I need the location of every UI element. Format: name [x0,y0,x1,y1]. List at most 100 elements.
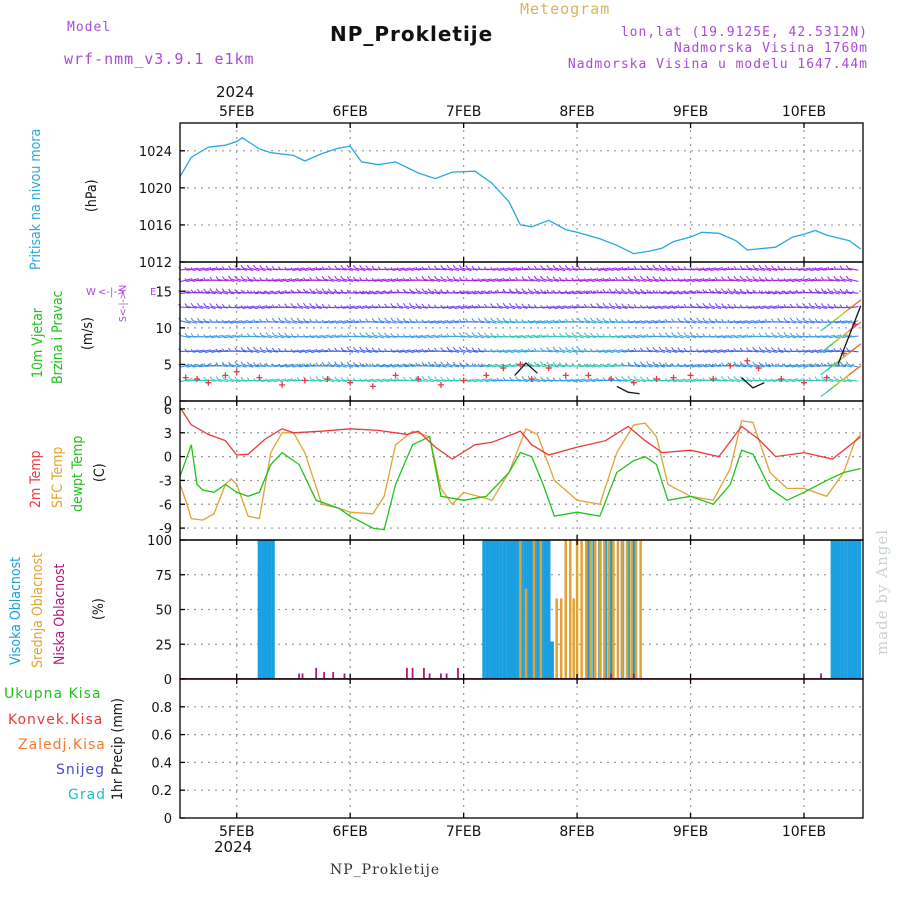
y-tick-label: 0.2 [151,784,172,799]
wind-barb [336,268,347,271]
wind-barb-flag [484,363,487,368]
high-cloud-bar [257,540,262,679]
bottom-year: 2024 [214,838,253,856]
wind-barb [436,350,447,353]
wind-barb-flag [702,317,706,322]
wind-barb [785,320,797,324]
wind-barb-flag [390,289,394,294]
wind-barb-flag [802,267,806,271]
wind-barb-flag [352,276,356,281]
wind-barb-flag [490,303,494,307]
wind-speed-mark [608,376,615,383]
wind-barb-flag [240,347,244,351]
wind-barb-flag [827,362,831,366]
wind-barb-flag [196,317,200,322]
wind-barb-flag [352,346,356,351]
wind-barb [193,364,204,368]
wind-barb [723,378,734,383]
wind-barb-flag [820,362,824,367]
wind-barb-flag [390,332,394,337]
wind-barb-flag [371,347,375,351]
wind-speed-mark [256,374,263,381]
wind-barb-flag [209,376,213,380]
wind-barb-flag [465,290,469,295]
precip-snow-label: Snijeg [56,762,106,778]
wind-barb [361,349,372,353]
mid-cloud-bar [555,598,558,679]
wind-barb [567,305,578,309]
wind-barb-flag [764,332,768,337]
wind-barb [330,278,341,283]
wind-barb [442,364,453,368]
wind-barb-flag [490,278,494,282]
wind-barb [242,349,254,353]
wind-barb-flag [733,275,737,280]
wind-barb-flag [471,378,475,383]
wind-barb [542,379,553,382]
wind-barb-flag [309,349,313,353]
wind-barb [823,378,834,383]
wind-barb-flag [533,334,537,338]
wind-barb [405,379,416,382]
wind-barb-flag [459,332,462,337]
wind-barb-flag [658,346,662,351]
wind-barb-flag [215,266,219,271]
wind-barb-flag [228,304,232,308]
wind-label: 10m Vjetar [30,308,46,378]
wind-barb [505,305,516,310]
wind-barb-flag [596,303,600,307]
wind-barb-flag [820,334,824,339]
wind-barb-flag [771,346,774,351]
mid-cloud-bar [559,598,563,679]
wind-barb-flag [721,276,724,281]
wind-barb [817,305,828,310]
wind-barb-flag [484,303,487,308]
wind-barb [486,306,497,309]
wind-barb-flag [696,332,700,337]
wind-barb-flag [415,348,419,353]
wind-barb-flag [384,332,388,337]
wind-barb-flag [203,288,207,293]
wind-barb-flag [434,265,437,269]
wind-barb-flag [365,318,369,322]
wind-barb [842,335,853,339]
wind-barb-flag [664,277,668,281]
wind-barb [367,334,379,339]
wind-barb [505,320,516,324]
wind-barb-flag [284,348,288,353]
wind-barb-flag [234,347,238,351]
wind-barb-flag [671,290,675,295]
wind-barb [411,267,422,271]
wind-speed-mark [545,365,552,372]
wind-speed-mark [437,381,444,388]
wind-barb-flag [565,265,568,269]
wind-barb [261,335,272,339]
wind-barb [180,291,191,295]
low-cloud-bar [423,667,425,679]
wind-barb-flag [440,319,444,324]
wind-barb-flag [465,265,469,269]
wind-barb-flag [446,276,450,280]
wind-barb-flag [633,319,637,324]
wind-barb-flag [739,275,743,280]
wind-barb [218,364,229,367]
wind-barb-flag [409,362,412,367]
wind-barb-flag [334,319,338,324]
wind-barb-flag [328,265,331,270]
mid-cloud-bar [575,540,579,679]
wind-barb [292,305,304,309]
wind-barb-flag [515,349,519,353]
wind-barb [673,349,684,353]
wind-barb-flag [359,305,363,309]
wind-barb-flag [427,304,431,308]
wind-barb-flag [190,317,194,322]
wind-barb-flag [259,290,263,295]
wind-barb [792,320,803,324]
high-cloud-bar [609,540,613,679]
wind-barb [754,278,765,282]
wind-speed-line [741,377,765,389]
wind-barb-flag [827,319,831,323]
wind-barb-flag [196,302,200,307]
wind-barb-flag [714,288,718,292]
wind-barb-flag [240,319,244,324]
